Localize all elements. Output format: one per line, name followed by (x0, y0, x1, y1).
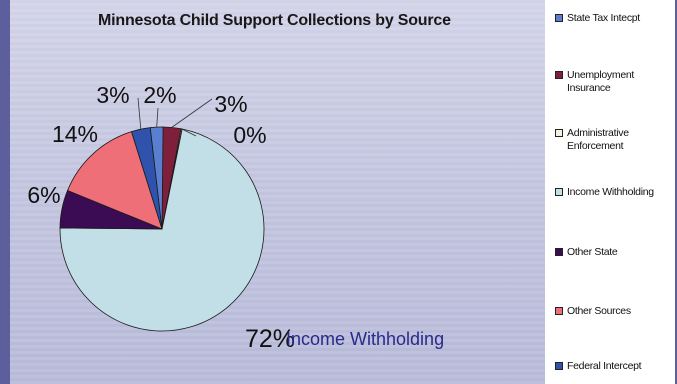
legend-label: Unemployment Insurance (567, 69, 635, 94)
leader-line (181, 128, 197, 137)
pie-slice-state-tax-intercept (149, 126, 164, 230)
legend-swatch (555, 14, 563, 22)
data-label: 2% (143, 82, 176, 108)
legend-label: Other State (567, 246, 618, 258)
legend-label: Other Sources (567, 305, 631, 317)
legend-item: State Tax Intecpt (555, 12, 675, 25)
legend-swatch (555, 248, 563, 256)
annotation-income-withholding: Income Withholding (286, 329, 444, 349)
chart-title: Minnesota Child Support Collections by S… (98, 12, 451, 29)
data-label: 3% (214, 91, 247, 117)
legend-item: Administrative Enforcement (555, 127, 675, 153)
data-label: 14% (52, 121, 98, 147)
legend-label: State Tax Intecpt (567, 12, 640, 24)
legend-swatch (555, 307, 563, 315)
legend-item: Unemployment Insurance (555, 69, 675, 95)
legend-swatch (555, 129, 563, 137)
legend-item: Income Withholding (555, 186, 675, 199)
legend-swatch (555, 362, 563, 370)
data-label: 3% (96, 82, 129, 108)
legend-swatch (555, 71, 563, 79)
data-label: 72% (245, 325, 295, 353)
pie-slice-other-sources (67, 131, 163, 230)
data-label: 0% (233, 122, 266, 148)
data-label: 6% (27, 182, 60, 208)
legend-label: Income Withholding (567, 186, 654, 198)
pie-slice-income-withholding (59, 128, 265, 332)
legend-item: Other State (555, 246, 675, 259)
legend: State Tax Intecpt Unemployment Insurance A… (545, 0, 675, 384)
legend-swatch (555, 188, 563, 196)
legend-item: Other Sources (555, 305, 675, 318)
leader-line (137, 97, 142, 130)
legend-label: Administrative Enforcement (567, 127, 629, 152)
legend-item: Federal Intercept (555, 360, 675, 373)
leader-line (156, 107, 159, 128)
leader-line (171, 98, 213, 128)
legend-label: Federal Intercept (567, 360, 642, 372)
